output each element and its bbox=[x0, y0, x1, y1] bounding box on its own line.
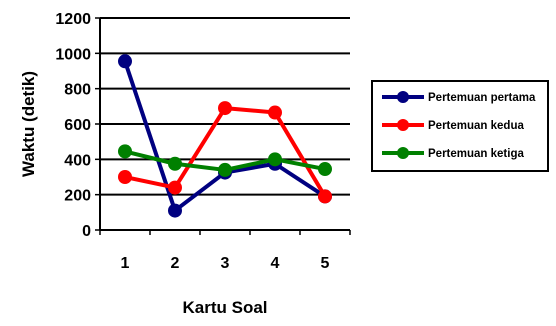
y-tick-label: 200 bbox=[64, 188, 91, 205]
x-tick-label: 5 bbox=[321, 255, 330, 272]
tick-labels: 0 200 400 600 800 1000 1200 1 2 3 4 5 bbox=[55, 11, 329, 272]
x-axis-title: Kartu Soal bbox=[182, 298, 267, 317]
data-point bbox=[268, 105, 282, 120]
data-point bbox=[168, 156, 182, 171]
y-tick-label: 1000 bbox=[55, 46, 91, 63]
data-point bbox=[118, 144, 132, 159]
data-point bbox=[318, 189, 332, 204]
y-tick-label: 1200 bbox=[55, 11, 91, 28]
data-point bbox=[118, 54, 132, 69]
y-tick-label: 400 bbox=[64, 152, 91, 169]
data-point bbox=[118, 170, 132, 184]
y-tick-label: 0 bbox=[82, 223, 91, 240]
legend-swatch-marker bbox=[397, 119, 409, 131]
legend-swatch-marker bbox=[397, 147, 409, 159]
data-point bbox=[218, 162, 232, 177]
legend-label: Pertemuan kedua bbox=[428, 120, 524, 132]
data-point bbox=[268, 152, 282, 167]
series-lines bbox=[118, 54, 332, 218]
y-axis-title: Waktu (detik) bbox=[19, 71, 38, 177]
y-tick-label: 600 bbox=[64, 117, 91, 134]
legend-swatch-marker bbox=[397, 91, 409, 103]
data-point bbox=[168, 180, 182, 195]
legend-label: Pertemuan ketiga bbox=[428, 148, 524, 160]
data-point bbox=[318, 162, 332, 177]
legend-label: Pertemuan pertama bbox=[428, 92, 536, 104]
x-tick-label: 4 bbox=[271, 255, 280, 272]
x-tick-label: 2 bbox=[171, 255, 180, 272]
legend: Pertemuan pertama Pertemuan kedua Pertemua… bbox=[371, 80, 549, 172]
x-tick-label: 1 bbox=[121, 255, 130, 272]
x-tick-label: 3 bbox=[221, 255, 230, 272]
y-tick-label: 800 bbox=[64, 82, 91, 99]
data-point bbox=[168, 203, 182, 218]
gridlines bbox=[100, 17, 350, 196]
axes bbox=[95, 17, 351, 235]
series-line-1 bbox=[123, 60, 327, 213]
data-point bbox=[218, 101, 232, 116]
